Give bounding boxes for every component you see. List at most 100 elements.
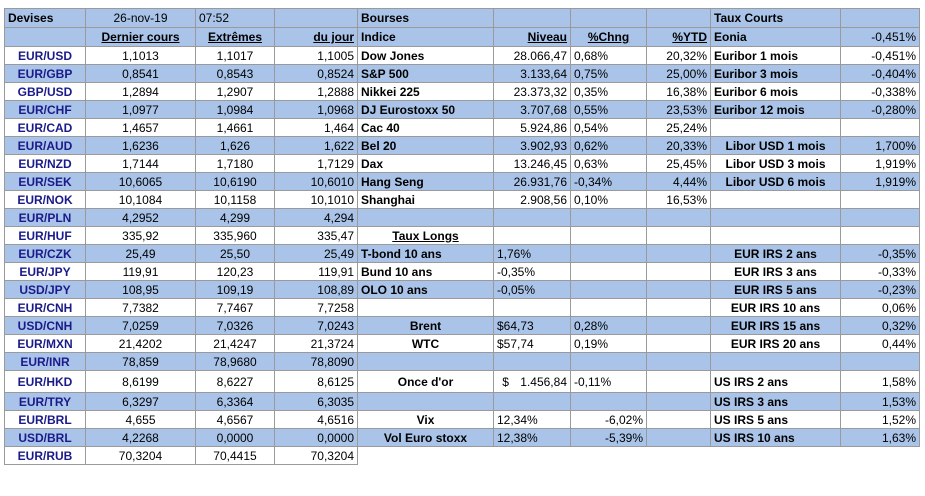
index-level: 23.373,32 (493, 82, 571, 101)
index-ytd: 20,32% (646, 46, 711, 65)
empty-cell (710, 190, 841, 209)
day-price: 10,6010 (274, 172, 358, 191)
currency-pair: EUR/USD (4, 46, 86, 65)
day-price: 108,89 (274, 280, 358, 299)
commodity-value: $57,74 (493, 334, 571, 353)
table-row: EUR/NOK 10,1084 10,1158 10,1010 Shanghai… (4, 190, 920, 209)
gold-price: 1.456,84 (520, 374, 567, 389)
col-extremes: Extrêmes (195, 27, 275, 47)
currency-pair: USD/CNH (4, 316, 86, 335)
vol-chng: -6,02% (570, 410, 647, 429)
extreme-price: 25,50 (195, 244, 275, 263)
empty-cell (840, 190, 920, 209)
last-price: 1,2894 (85, 82, 196, 101)
table-row: EUR/NZD 1,7144 1,7180 1,7129 Dax 13.246,… (4, 154, 920, 173)
empty-cell (493, 8, 571, 28)
empty-cell (570, 446, 647, 465)
currency-pair: EUR/NZD (4, 154, 86, 173)
extreme-price: 109,19 (195, 280, 275, 299)
table-row: EUR/SEK 10,6065 10,6190 10,6010 Hang Sen… (4, 172, 920, 191)
empty-cell (4, 27, 86, 47)
empty-cell (646, 226, 711, 245)
table-row: USD/JPY 108,95 109,19 108,89 OLO 10 ans … (4, 280, 920, 299)
table-row: EUR/USD 1,1013 1,1017 1,1005 Dow Jones 2… (4, 46, 920, 65)
empty-cell (646, 410, 711, 429)
empty-cell (840, 8, 920, 28)
currency-pair: EUR/SEK (4, 172, 86, 191)
last-price: 7,0259 (85, 316, 196, 335)
short-rate-value: -0,451% (840, 46, 920, 65)
currency-pair: EUR/PLN (4, 208, 86, 227)
currency-pair: EUR/NOK (4, 190, 86, 209)
index-name: Shanghai (357, 190, 494, 209)
index-chng: 0,54% (570, 118, 647, 137)
short-rate-value: 1,919% (840, 172, 920, 191)
us-irs-name: US IRS 10 ans (710, 428, 841, 447)
table-row: EUR/CHF 1,0977 1,0984 1,0968 DJ Eurostox… (4, 100, 920, 119)
short-rate-value: -0,404% (840, 64, 920, 83)
empty-cell (570, 392, 647, 411)
currency-pair: EUR/JPY (4, 262, 86, 281)
index-level: 5.924,86 (493, 118, 571, 137)
table-row: EUR/JPY 119,91 120,23 119,91 Bund 10 ans… (4, 262, 920, 281)
empty-cell (646, 352, 711, 371)
vol-value: 12,34% (493, 410, 571, 429)
empty-cell (357, 208, 494, 227)
index-ytd: 23,53% (646, 100, 711, 119)
day-price: 1,1005 (274, 46, 358, 65)
eur-irs-value: 0,06% (840, 298, 920, 317)
last-price: 1,0977 (85, 100, 196, 119)
index-name: Dow Jones (357, 46, 494, 65)
short-rate-value: 1,919% (840, 154, 920, 173)
index-chng: 0,68% (570, 46, 647, 65)
currency-pair: USD/BRL (4, 428, 86, 447)
day-price: 7,7258 (274, 298, 358, 317)
empty-cell (710, 208, 841, 227)
day-price: 70,3204 (274, 446, 358, 465)
index-ytd: 16,53% (646, 190, 711, 209)
vol-name: Vol Euro stoxx (357, 428, 494, 447)
currency-pair: EUR/CNH (4, 298, 86, 317)
extreme-price: 4,299 (195, 208, 275, 227)
long-rate-name: OLO 10 ans (357, 280, 494, 299)
col-dernier-cours: Dernier cours (85, 27, 196, 47)
subheader-row: Dernier cours Extrêmes du jour Indice Ni… (4, 27, 920, 47)
long-rate-value: -0,05% (493, 280, 571, 299)
eur-irs-name: EUR IRS 3 ans (710, 262, 841, 281)
day-price: 21,3724 (274, 334, 358, 353)
empty-cell (840, 208, 920, 227)
empty-cell (570, 298, 647, 317)
last-price: 1,6236 (85, 136, 196, 155)
extreme-price: 1,626 (195, 136, 275, 155)
table-row: EUR/HKD 8,6199 8,6227 8,6125 Once d'or $… (4, 370, 920, 393)
last-price: 4,655 (85, 410, 196, 429)
date-label: 26-nov-19 (85, 8, 196, 28)
us-irs-value: 1,53% (840, 392, 920, 411)
index-name: Cac 40 (357, 118, 494, 137)
long-rate-value: 1,76% (493, 244, 571, 263)
day-price: 6,3035 (274, 392, 358, 411)
extreme-price: 1,7180 (195, 154, 275, 173)
empty-cell (646, 316, 711, 335)
empty-cell (570, 226, 647, 245)
table-row: EUR/CZK 25,49 25,50 25,49 T-bond 10 ans … (4, 244, 920, 263)
empty-cell (646, 8, 711, 28)
currency-pair: EUR/CAD (4, 118, 86, 137)
empty-cell (570, 8, 647, 28)
eur-irs-value: -0,23% (840, 280, 920, 299)
extreme-price: 0,0000 (195, 428, 275, 447)
empty-cell (493, 446, 571, 465)
empty-cell (493, 352, 571, 371)
day-price: 1,7129 (274, 154, 358, 173)
currency-pair: EUR/RUB (4, 446, 86, 465)
gold-name: Once d'or (357, 370, 494, 393)
last-price: 4,2268 (85, 428, 196, 447)
short-rate-name: Libor USD 3 mois (710, 154, 841, 173)
extreme-price: 8,6227 (195, 370, 275, 393)
empty-cell (710, 118, 841, 137)
eur-irs-value: 0,32% (840, 316, 920, 335)
commodity-value: $64,73 (493, 316, 571, 335)
extreme-price: 7,0326 (195, 316, 275, 335)
col-niveau: Niveau (493, 27, 571, 47)
currency-pair: GBP/USD (4, 82, 86, 101)
